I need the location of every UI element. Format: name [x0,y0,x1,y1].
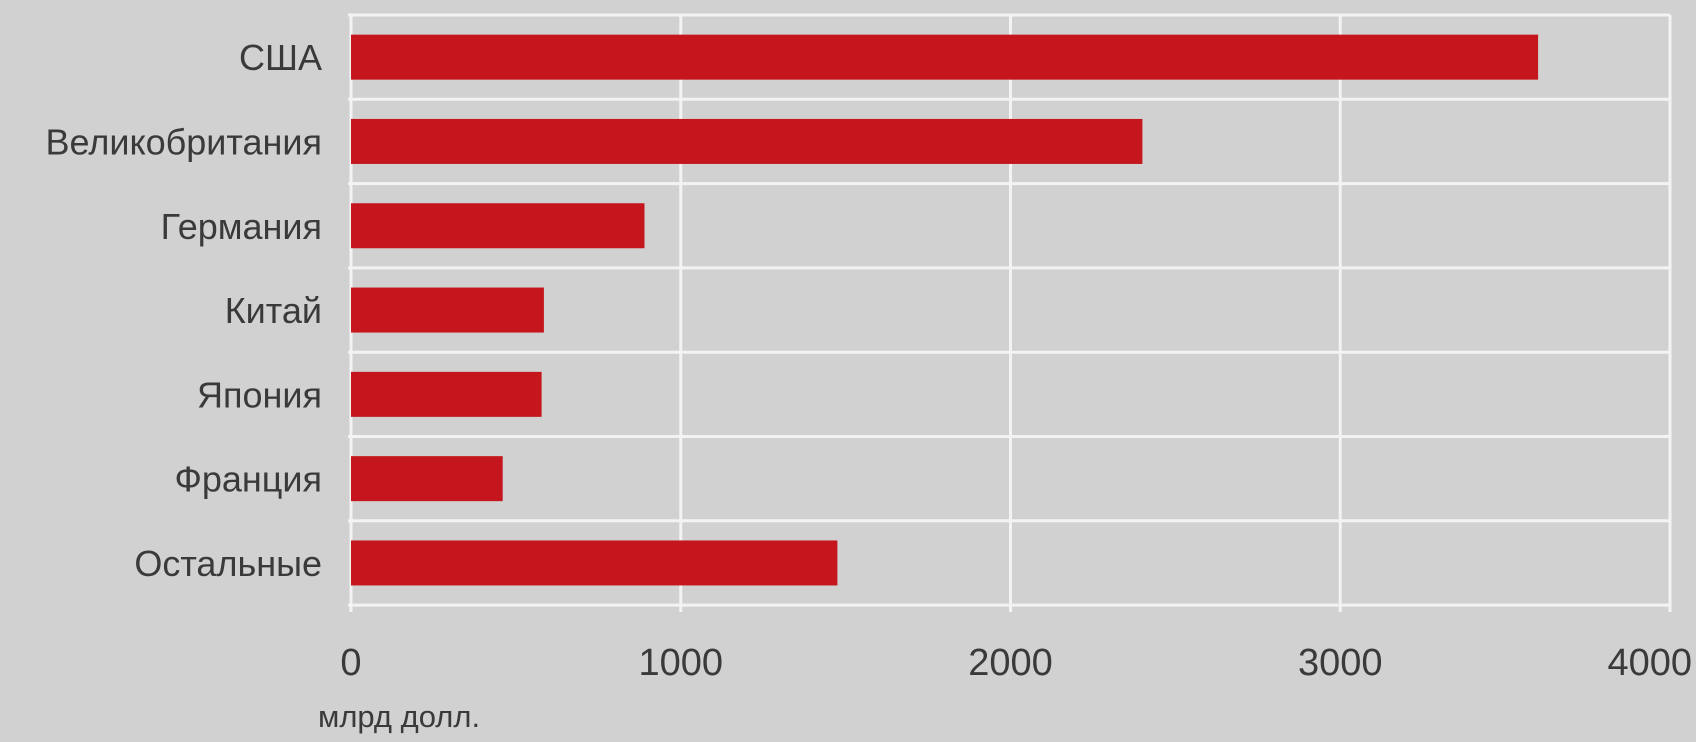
bar-6 [351,540,838,586]
bar-3 [351,287,544,333]
x-tick-label: 2000 [968,642,1053,684]
category-labels: США Великобритания Германия Китай Япония Фран… [46,37,322,584]
x-tick-label: 0 [340,642,361,684]
x-tick-label: 4000 [1607,642,1692,684]
x-axis-tick-labels: 0 1000 2000 3000 4000 [340,642,1692,684]
category-label: Великобритания [46,121,322,162]
category-label: Япония [197,374,322,415]
bar-0 [351,34,1539,80]
x-tick-label: 1000 [638,642,723,684]
bar-2 [351,203,645,249]
category-label: США [239,37,322,78]
category-label: Германия [161,206,322,247]
x-axis-unit-label: млрд долл. [318,699,480,734]
bar-5 [351,456,503,502]
grid [348,13,1672,612]
bars [351,34,1539,586]
bar-4 [351,371,542,417]
category-label: Франция [174,459,322,500]
x-tick-label: 3000 [1298,642,1383,684]
category-label: Остальные [134,543,322,584]
category-label: Китай [225,290,322,331]
bar-1 [351,118,1143,164]
